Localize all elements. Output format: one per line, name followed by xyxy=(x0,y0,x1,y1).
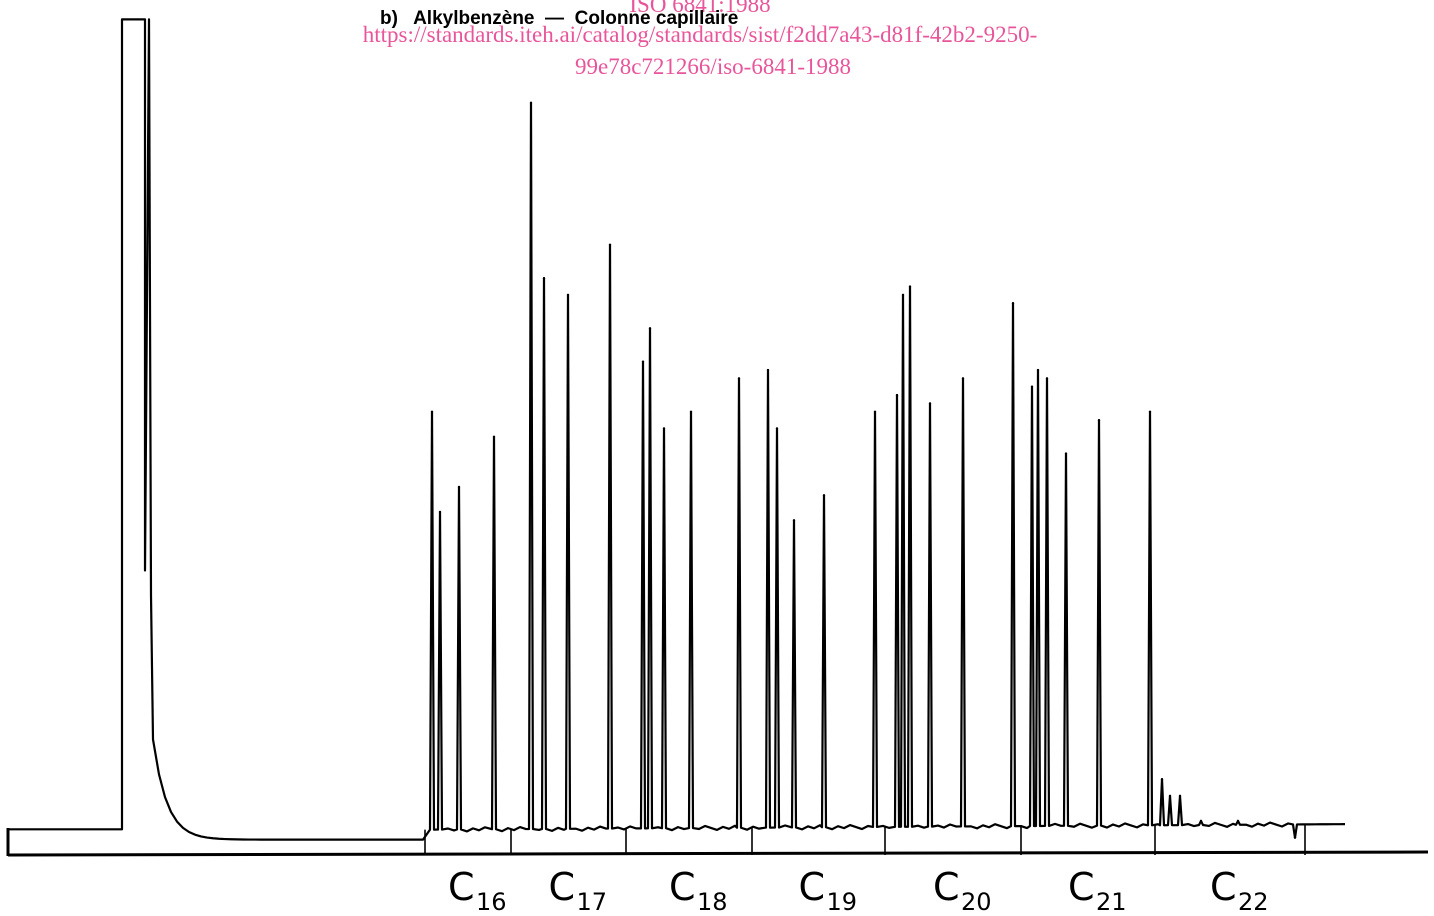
peak-apex-32 xyxy=(1168,794,1172,798)
group-label-22: C xyxy=(1210,865,1237,909)
watermark-line-3[interactable]: 99e78c721266/iso-6841-1988 xyxy=(575,54,851,79)
peak-apex-9 xyxy=(641,360,645,363)
chart-title: b) Alkylbenzène — Colonne capillaire xyxy=(380,8,738,29)
peak-apex-28 xyxy=(1064,452,1068,455)
peak-apex-18 xyxy=(873,410,877,413)
group-label-19: C xyxy=(799,865,826,909)
peak-apex-8 xyxy=(608,243,612,246)
peak-apex-15 xyxy=(775,427,779,430)
group-subscript-16: 16 xyxy=(476,888,507,916)
peak-apex-26 xyxy=(1036,368,1040,372)
peak-apex-7 xyxy=(566,293,570,297)
peak-apex-16 xyxy=(792,519,796,522)
peak-apex-13 xyxy=(737,377,741,380)
watermark-line-1[interactable]: ISO 6841:1988 xyxy=(629,0,770,17)
peak-apex-17 xyxy=(822,494,826,497)
peak-apex-14 xyxy=(766,368,770,372)
peak-apex-2 xyxy=(438,510,442,514)
peak-apex-3 xyxy=(457,485,461,489)
group-label-18: C xyxy=(669,865,696,909)
group-subscript-20: 20 xyxy=(961,888,992,916)
peak-apex-1 xyxy=(430,410,434,413)
peak-apex-33 xyxy=(1178,794,1182,798)
peak-apex-12 xyxy=(689,410,693,413)
chromatogram-trace xyxy=(8,18,1346,841)
peak-apex-35 xyxy=(1236,819,1240,823)
peak-apex-11 xyxy=(662,427,666,430)
peak-apex-4 xyxy=(492,435,496,439)
time-axis xyxy=(7,850,1429,857)
group-label-21: C xyxy=(1068,865,1095,909)
peak-apex-22 xyxy=(928,402,932,405)
group-label-17: C xyxy=(549,865,576,909)
group-subscript-19: 19 xyxy=(827,888,858,916)
peak-apex-27 xyxy=(1045,377,1049,380)
peak-apex-5 xyxy=(529,101,533,105)
peak-apex-23 xyxy=(961,377,965,380)
group-subscript-22: 22 xyxy=(1238,888,1269,916)
peak-apex-20 xyxy=(901,293,905,297)
peak-apex-25 xyxy=(1030,385,1034,388)
peak-apex-24 xyxy=(1011,302,1015,305)
peak-apex-6 xyxy=(542,277,546,280)
group-label-20: C xyxy=(933,865,960,909)
group-labels: C 16 C 17 C 18 C 19 C 20 C 21 C 22 xyxy=(448,865,1269,916)
peak-apex-31 xyxy=(1160,778,1164,781)
peak-marks xyxy=(430,101,1297,839)
watermark-line-2[interactable]: https://standards.iteh.ai/catalog/standa… xyxy=(363,22,1038,47)
peak-apex-19 xyxy=(895,393,899,397)
group-boundaries xyxy=(424,824,1306,855)
peak-apex-29 xyxy=(1097,418,1101,422)
group-subscript-17: 17 xyxy=(577,888,608,916)
peak-apex-36 xyxy=(1293,836,1297,839)
group-subscript-21: 21 xyxy=(1096,888,1127,916)
peak-apex-21 xyxy=(908,285,912,288)
group-subscript-18: 18 xyxy=(697,888,728,916)
group-label-16: C xyxy=(448,865,475,909)
peak-apex-34 xyxy=(1199,819,1203,823)
peak-apex-10 xyxy=(648,327,652,330)
peak-apex-30 xyxy=(1148,410,1152,413)
